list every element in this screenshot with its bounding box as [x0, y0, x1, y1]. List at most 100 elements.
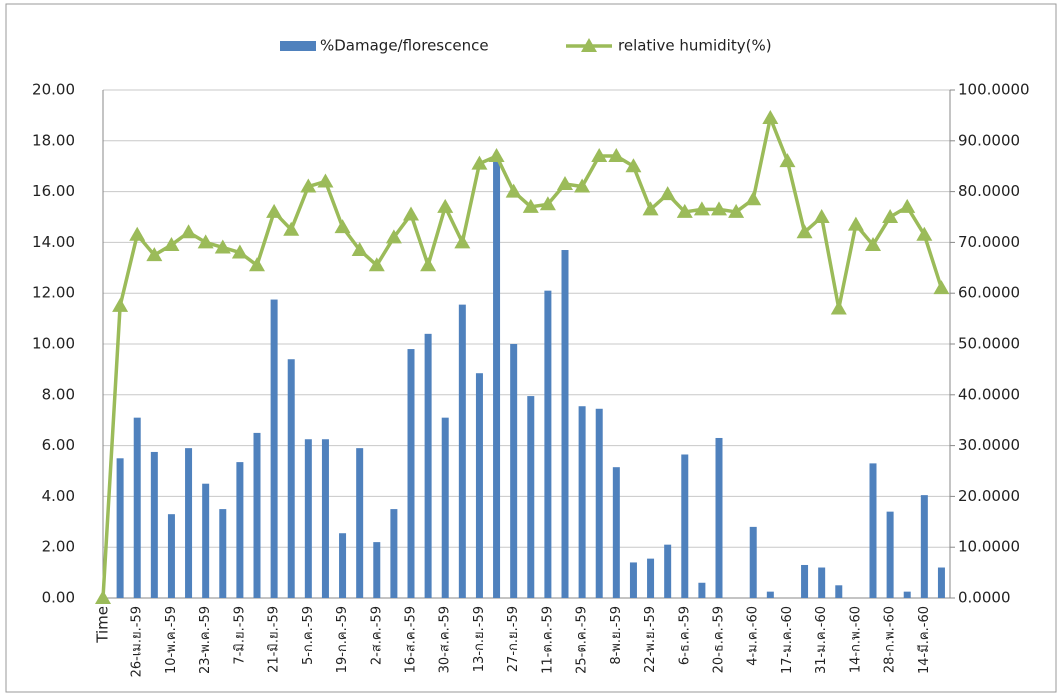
line-marker	[385, 229, 402, 244]
x-tick-label: Time	[94, 606, 112, 644]
x-tick-label: 27-ก.ย.-59	[506, 606, 521, 672]
line-marker	[351, 242, 368, 257]
x-tick-label: 25-ต.ค.-59	[575, 606, 590, 674]
bar	[835, 585, 843, 598]
line-marker	[745, 191, 762, 206]
x-tick-label: 5-ก.ค.-59	[301, 606, 316, 665]
bar	[390, 509, 398, 598]
bar	[356, 448, 364, 598]
x-tick-label: 13-ก.ย.-59	[472, 606, 487, 672]
line-marker	[163, 236, 180, 251]
bar	[236, 462, 244, 598]
bar	[321, 439, 329, 598]
line-marker	[112, 297, 129, 312]
line-marker	[728, 203, 745, 218]
x-tick-label: 31-ม.ค.-60	[814, 606, 829, 674]
line-marker	[625, 158, 642, 173]
line-marker	[830, 300, 847, 315]
bar	[903, 591, 911, 598]
legend-label: relative humidity(%)	[618, 37, 772, 55]
line-marker	[882, 209, 899, 223]
bar	[595, 408, 603, 598]
y-tick-label: 14.00	[32, 233, 75, 251]
bar	[698, 582, 706, 598]
line-marker	[231, 244, 248, 259]
y-tick-label: 6.00	[42, 436, 75, 454]
line-marker	[283, 221, 300, 236]
x-tick-label: 20-ธ.ค.-59	[712, 606, 727, 673]
line-marker	[129, 226, 146, 241]
line-marker	[368, 257, 385, 272]
y-tick-label: 12.00	[32, 284, 75, 302]
line-marker	[539, 196, 556, 211]
line-marker	[899, 198, 916, 213]
bar	[612, 467, 620, 598]
y2-tick-label: 100.0000	[958, 81, 1030, 99]
line-marker	[454, 234, 471, 249]
line-marker	[711, 201, 727, 216]
line-marker	[146, 247, 163, 262]
line-marker	[762, 109, 779, 124]
line-marker	[505, 183, 522, 198]
bar	[253, 432, 261, 598]
bar	[629, 562, 637, 598]
line-marker	[334, 219, 351, 234]
bar	[664, 544, 672, 598]
line-marker	[300, 178, 317, 193]
legend-label: %Damage/florescence	[320, 37, 489, 55]
bar	[287, 359, 295, 598]
x-tick-label: 19-ก.ค.-59	[335, 606, 350, 673]
bar	[544, 290, 552, 598]
y-tick-label: 8.00	[42, 385, 75, 403]
bar	[133, 417, 141, 598]
line-marker	[471, 155, 488, 170]
line-marker	[676, 203, 693, 218]
bar	[116, 458, 124, 598]
y-tick-label: 4.00	[42, 487, 75, 505]
x-tick-label: 21-มิ.ย.-59	[267, 606, 282, 673]
x-tick-label: 10-พ.ค.-59	[164, 606, 179, 674]
y2-tick-label: 0.0000	[958, 589, 1011, 607]
y2-tick-label: 10.0000	[958, 538, 1020, 556]
x-tick-label: 6-ธ.ค.-59	[677, 606, 692, 665]
line-marker	[437, 198, 454, 213]
y2-tick-label: 70.0000	[958, 233, 1020, 251]
line-marker	[847, 216, 864, 231]
line-marker	[180, 224, 197, 239]
line-marker	[933, 280, 950, 295]
bar	[510, 344, 518, 598]
line-marker	[608, 148, 625, 163]
bar	[407, 349, 415, 598]
x-tick-label: 23-พ.ค.-59	[198, 606, 213, 674]
bar	[749, 526, 757, 598]
y-tick-label: 20.00	[32, 81, 75, 99]
x-tick-label: 11-ต.ค.-59	[540, 606, 555, 674]
y2-tick-label: 50.0000	[958, 335, 1020, 353]
y-tick-label: 2.00	[42, 538, 75, 556]
bar	[937, 567, 945, 598]
bar	[527, 396, 535, 598]
bar	[373, 542, 381, 598]
line-marker	[796, 224, 813, 239]
bar	[475, 373, 483, 598]
bar	[270, 299, 278, 598]
y2-tick-label: 90.0000	[958, 131, 1020, 149]
x-tick-label: 30-ส.ค.-59	[438, 606, 453, 673]
x-tick-label: 7-มิ.ย.-59	[232, 606, 247, 665]
y-tick-label: 18.00	[32, 131, 75, 149]
legend-marker	[581, 38, 597, 52]
x-tick-label: 17-ม.ค.-60	[780, 606, 795, 674]
bar	[458, 304, 466, 598]
x-tick-label: 26-เม.ย.-59	[130, 606, 145, 677]
x-tick-label: 4-ม.ค.-60	[746, 606, 761, 666]
line-marker	[317, 173, 334, 188]
line-marker	[95, 590, 111, 604]
x-tick-label: 22-พ.ย.-59	[643, 606, 658, 673]
line-marker	[865, 236, 881, 251]
y2-tick-label: 20.0000	[958, 487, 1020, 505]
bar	[339, 533, 347, 598]
y-tick-label: 16.00	[32, 182, 75, 200]
y2-tick-label: 80.0000	[958, 182, 1020, 200]
x-tick-label: 28-ก.พ.-60	[883, 606, 898, 673]
